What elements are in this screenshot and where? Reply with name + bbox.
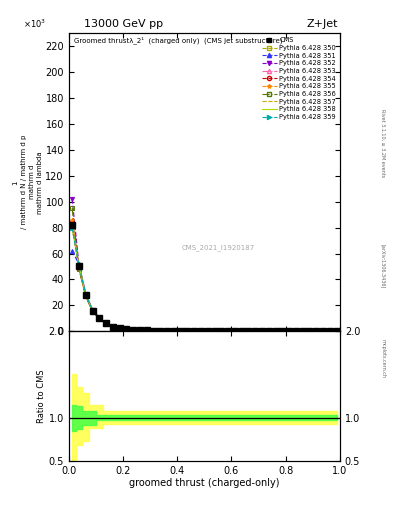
Text: 13000 GeV pp: 13000 GeV pp: [84, 18, 163, 29]
Y-axis label: Ratio to CMS: Ratio to CMS: [37, 369, 46, 423]
Text: Groomed thrustλ_2¹  (charged only)  (CMS jet substructure): Groomed thrustλ_2¹ (charged only) (CMS j…: [74, 36, 283, 44]
X-axis label: groomed thrust (charged-only): groomed thrust (charged-only): [129, 478, 279, 488]
Text: $\times10^3$: $\times10^3$: [23, 18, 46, 30]
Text: CMS_2021_I1920187: CMS_2021_I1920187: [181, 244, 255, 251]
Y-axis label: 1
/ mathrm d N / mathrm d p
mathrm d
mathrm d lambda: 1 / mathrm d N / mathrm d p mathrm d mat…: [13, 135, 42, 229]
Text: [arXiv:1306.3436]: [arXiv:1306.3436]: [381, 244, 386, 288]
Text: Rivet 3.1.10, ≥ 3.2M events: Rivet 3.1.10, ≥ 3.2M events: [381, 109, 386, 178]
Text: Z+Jet: Z+Jet: [307, 18, 338, 29]
Text: mcplots.cern.ch: mcplots.cern.ch: [381, 339, 386, 378]
Legend: CMS, Pythia 6.428 350, Pythia 6.428 351, Pythia 6.428 352, Pythia 6.428 353, Pyt: CMS, Pythia 6.428 350, Pythia 6.428 351,…: [260, 35, 338, 122]
